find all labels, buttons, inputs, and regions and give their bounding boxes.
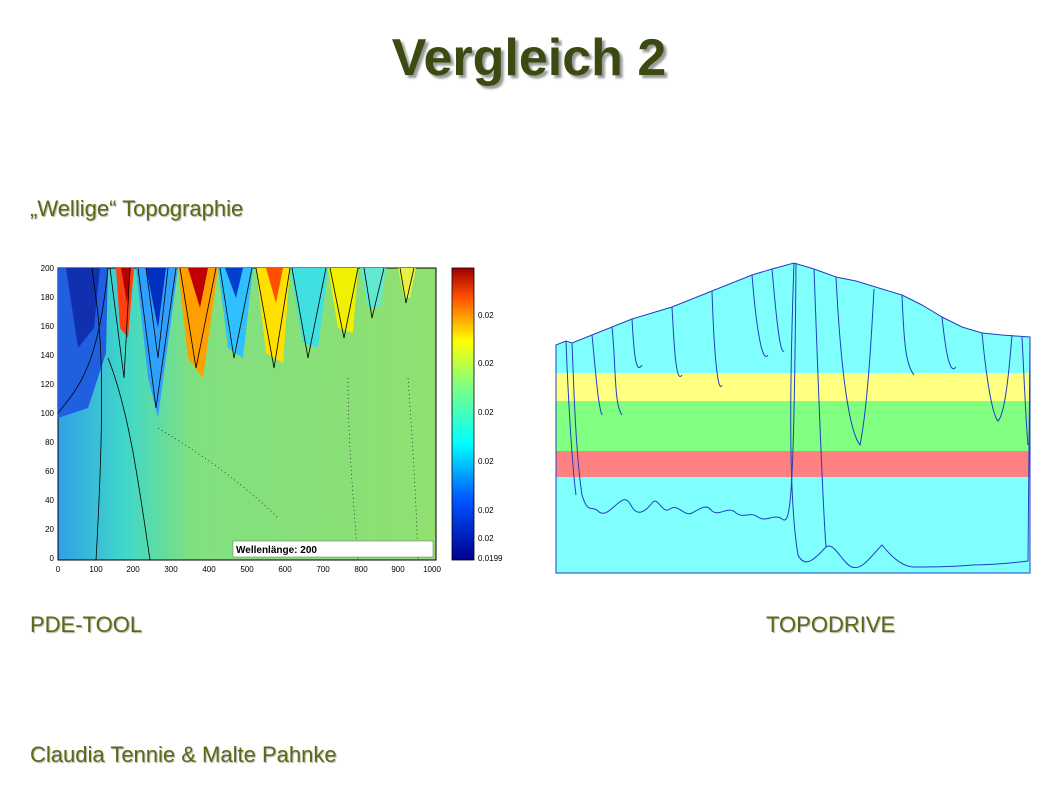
pde-lobe-yellow-5	[256, 268, 290, 363]
y-tick: 0	[50, 554, 55, 563]
topodrive-yellow-band	[556, 373, 1030, 401]
pde-lobe-yellow-7	[328, 268, 358, 333]
pde-lobe-blue-2	[136, 268, 178, 418]
colorbar-tick: 0.0199	[478, 554, 503, 563]
x-tick: 100	[89, 565, 103, 574]
wavelength-box	[232, 540, 434, 558]
colorbar-tick: 0.02	[478, 506, 494, 515]
colorbar-tick: 0.02	[478, 457, 494, 466]
wavelength-label: Wellenlänge: 200	[236, 545, 317, 556]
topodrive-label: TOPODRIVE	[766, 612, 896, 637]
colorbar	[451, 267, 475, 561]
y-tick: 80	[45, 438, 54, 447]
colorbar-tick: 0.02	[478, 534, 494, 543]
pde-lobe-yellow-9	[398, 268, 416, 298]
pde-lobe-cyan-6	[290, 268, 328, 348]
colorbar-tick: 0.02	[478, 408, 494, 417]
pde-lobe-cyan-8	[360, 268, 386, 308]
slide-subtitle: „Wellige“ Topographie	[30, 196, 244, 221]
x-tick: 700	[316, 565, 330, 574]
x-axis-ticks: 0 100 200 300 400 500 600 700 800 900 10…	[56, 565, 442, 574]
pde-lobe-red-3	[178, 268, 218, 378]
x-tick: 400	[202, 565, 216, 574]
topodrive-surface	[555, 262, 1031, 574]
x-tick: 0	[56, 565, 61, 574]
x-tick: 500	[240, 565, 254, 574]
pde-lobe-red-1	[116, 268, 134, 338]
y-tick: 60	[45, 467, 54, 476]
y-tick: 200	[41, 264, 55, 273]
colorbar-tick: 0.02	[478, 311, 494, 320]
topodrive-plot	[555, 262, 1031, 574]
y-tick: 20	[45, 525, 54, 534]
y-tick: 140	[41, 351, 55, 360]
y-tick: 120	[41, 380, 55, 389]
x-tick: 1000	[423, 565, 441, 574]
colorbar-tick: 0.02	[478, 359, 494, 368]
pde-tool-label: PDE-TOOL	[30, 612, 143, 637]
x-tick: 900	[391, 565, 405, 574]
x-tick: 800	[354, 565, 368, 574]
y-tick: 40	[45, 496, 54, 505]
x-tick: 300	[164, 565, 178, 574]
pde-contours	[57, 267, 415, 561]
authors: Claudia Tennie & Malte Pahnke	[30, 742, 337, 767]
pde-tool-plot: Wellenlänge: 200 200 180 160 140 120 100…	[41, 264, 503, 574]
slide-title: Vergleich 2	[391, 29, 667, 87]
x-tick: 600	[278, 565, 292, 574]
colorbar-ticks: 0.02 0.02 0.02 0.02 0.02 0.02 0.0199	[478, 311, 503, 563]
y-tick: 160	[41, 322, 55, 331]
topodrive-red-band	[556, 451, 1030, 477]
x-tick: 200	[126, 565, 140, 574]
topodrive-streamlines	[565, 262, 1031, 569]
pde-lobe-blue-4	[218, 268, 253, 358]
y-tick: 100	[41, 409, 55, 418]
y-tick: 180	[41, 293, 55, 302]
y-axis-ticks: 200 180 160 140 120 100 80 60 40 20 0	[41, 264, 55, 563]
